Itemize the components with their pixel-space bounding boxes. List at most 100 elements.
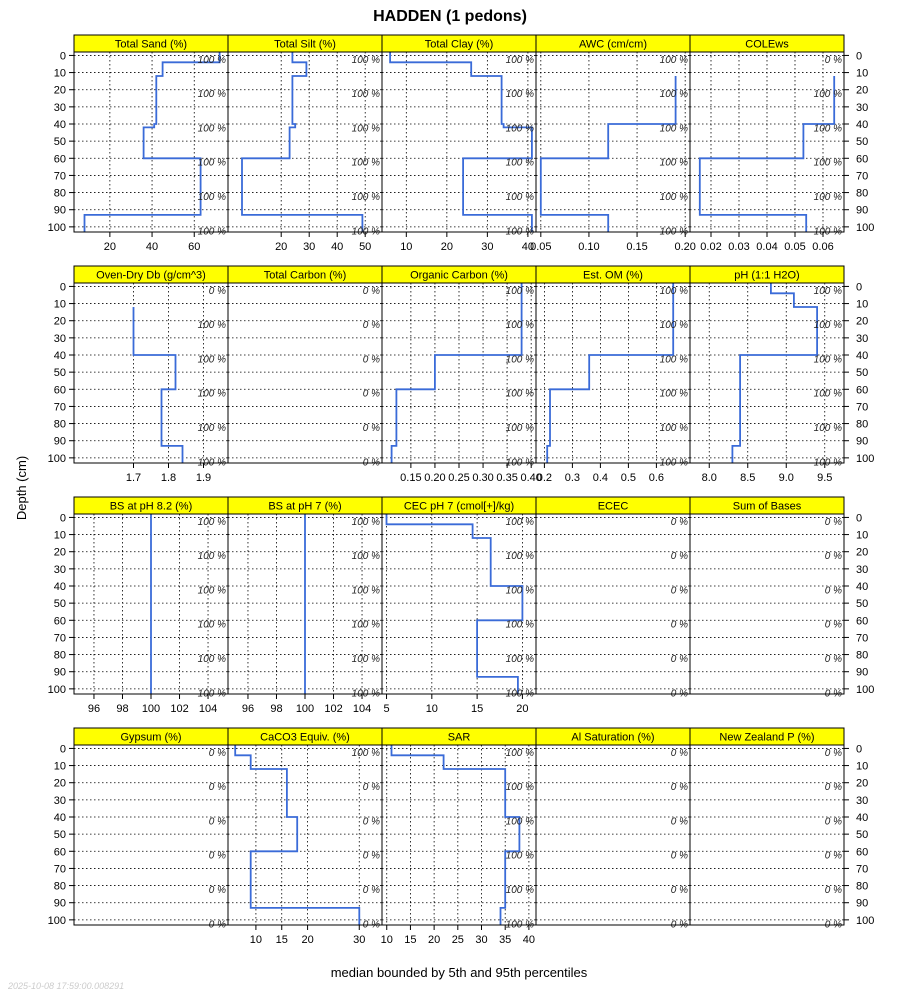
panel-16-strip-label: Gypsum (%): [120, 732, 181, 744]
depth-tick-label-right: 10: [856, 530, 868, 542]
panel-20-strip-label: New Zealand P (%): [719, 732, 814, 744]
panel-10-pct-label: 100 %: [814, 423, 842, 434]
panel-3-pct-label: 100 %: [506, 55, 534, 66]
panel-10-median-line: [731, 283, 818, 463]
depth-tick-label-right: 100: [856, 453, 874, 465]
depth-tick-label-left: 10: [54, 68, 66, 80]
depth-tick-label-right: 80: [856, 881, 868, 893]
depth-tick-label-right: 20: [856, 85, 868, 97]
panel-14-strip-label: ECEC: [598, 501, 629, 513]
panel-1-pct-label: 100 %: [198, 55, 226, 66]
panel-15-frame: [689, 513, 845, 695]
panel-8-xtick-label: 0.30: [472, 472, 493, 484]
panel-9-xtick-label: 0.3: [565, 472, 580, 484]
depth-tick-label-left: 30: [54, 795, 66, 807]
panel-5-pct-label: 100 %: [814, 158, 842, 169]
panel-2-pct-label: 100 %: [352, 55, 380, 66]
panel-2-median-line: [241, 52, 364, 232]
panel-11-pct-label: 100 %: [198, 585, 226, 596]
panel-18-pct-label: 100 %: [506, 816, 534, 827]
depth-tick-label-right: 60: [856, 846, 868, 858]
panel-18-median-line: [390, 745, 521, 925]
depth-tick-label-right: 80: [856, 188, 868, 200]
panel-2-pct-label: 100 %: [352, 158, 380, 169]
panel-11-pct-label: 100 %: [198, 551, 226, 562]
panel-7-pct-label: 0 %: [363, 286, 380, 297]
panel-6-xtick-label: 1.9: [196, 472, 211, 484]
panel-18-xtick-label: 15: [404, 934, 416, 946]
panel-12-xtick-label: 104: [353, 703, 371, 715]
depth-tick-label-right: 70: [856, 632, 868, 644]
depth-tick-label-right: 50: [856, 598, 868, 610]
panel-4-pct-label: 100 %: [660, 123, 688, 134]
panel-3-pct-label: 100 %: [506, 89, 534, 100]
panel-16-frame: [73, 744, 229, 926]
panel-13-xtick-label: 5: [383, 703, 389, 715]
panel-17-pct-label: 0 %: [363, 782, 380, 793]
panel-4-xtick-label: 0.05: [530, 241, 551, 253]
panel-8-pct-label: 100 %: [506, 354, 534, 365]
depth-tick-label-right: 10: [856, 299, 868, 311]
panel-16-pct-label: 0 %: [209, 748, 226, 759]
depth-tick-label-left: 70: [54, 632, 66, 644]
depth-tick-label-right: 0: [856, 512, 862, 524]
panel-9-pct-label: 100 %: [660, 389, 688, 400]
panel-6-frame: [73, 282, 229, 464]
depth-tick-label-left: 80: [54, 188, 66, 200]
depth-tick-label-left: 30: [54, 102, 66, 114]
panel-9-pct-label: 100 %: [660, 354, 688, 365]
panel-11-pct-label: 100 %: [198, 654, 226, 665]
panel-18-pct-label: 100 %: [506, 851, 534, 862]
panel-10-pct-label: 100 %: [814, 354, 842, 365]
panel-14-pct-label: 0 %: [671, 551, 688, 562]
depth-tick-label-left: 20: [54, 316, 66, 328]
chart-title: HADDEN (1 pedons): [373, 8, 527, 25]
panel-12-pct-label: 100 %: [352, 654, 380, 665]
panel-3-strip-label: Total Clay (%): [425, 39, 493, 51]
depth-tick-label-left: 90: [54, 898, 66, 910]
panel-9-xtick-label: 0.5: [621, 472, 636, 484]
panel-18-xtick-label: 35: [499, 934, 511, 946]
depth-tick-label-right: 60: [856, 384, 868, 396]
panel-2-xtick-label: 40: [331, 241, 343, 253]
depth-tick-label-right: 70: [856, 863, 868, 875]
panel-20-frame: [689, 744, 845, 926]
depth-tick-label-left: 50: [54, 367, 66, 379]
panel-13-pct-label: 100 %: [506, 551, 534, 562]
panel-5-pct-label: 100 %: [814, 192, 842, 203]
panel-10-frame: [689, 282, 845, 464]
depth-tick-label-left: 40: [54, 812, 66, 824]
panel-4-pct-label: 100 %: [660, 55, 688, 66]
panel-13-xtick-label: 10: [426, 703, 438, 715]
depth-tick-label-right: 40: [856, 812, 868, 824]
panel-19-pct-label: 0 %: [671, 851, 688, 862]
panel-2-pct-label: 100 %: [352, 192, 380, 203]
depth-tick-label-right: 30: [856, 564, 868, 576]
depth-tick-label-right: 10: [856, 68, 868, 80]
depth-tick-label-left: 30: [54, 333, 66, 345]
panel-16-pct-label: 0 %: [209, 885, 226, 896]
panel-1-median-line: [83, 52, 221, 232]
depth-tick-label-right: 50: [856, 367, 868, 379]
panel-3-pct-label: 100 %: [506, 192, 534, 203]
depth-tick-label-left: 100: [48, 222, 66, 234]
panel-20-pct-label: 0 %: [825, 782, 842, 793]
depth-tick-label-right: 30: [856, 795, 868, 807]
depth-tick-label-left: 50: [54, 598, 66, 610]
panel-6-xtick-label: 1.8: [161, 472, 176, 484]
panel-18-strip-label: SAR: [448, 732, 471, 744]
depth-tick-label-right: 40: [856, 581, 868, 593]
panel-15-pct-label: 0 %: [825, 517, 842, 528]
panel-6-xtick-label: 1.7: [126, 472, 141, 484]
panel-19-frame: [535, 744, 691, 926]
panel-19-pct-label: 0 %: [671, 748, 688, 759]
panel-11-strip-label: BS at pH 8.2 (%): [110, 501, 193, 513]
panel-8-pct-label: 100 %: [506, 389, 534, 400]
panel-1-pct-label: 100 %: [198, 192, 226, 203]
panel-12-xtick-label: 96: [242, 703, 254, 715]
panel-8-pct-label: 100 %: [506, 320, 534, 331]
panel-5-xtick-label: 0.02: [700, 241, 721, 253]
depth-tick-label-left: 50: [54, 829, 66, 841]
depth-tick-label-left: 40: [54, 119, 66, 131]
